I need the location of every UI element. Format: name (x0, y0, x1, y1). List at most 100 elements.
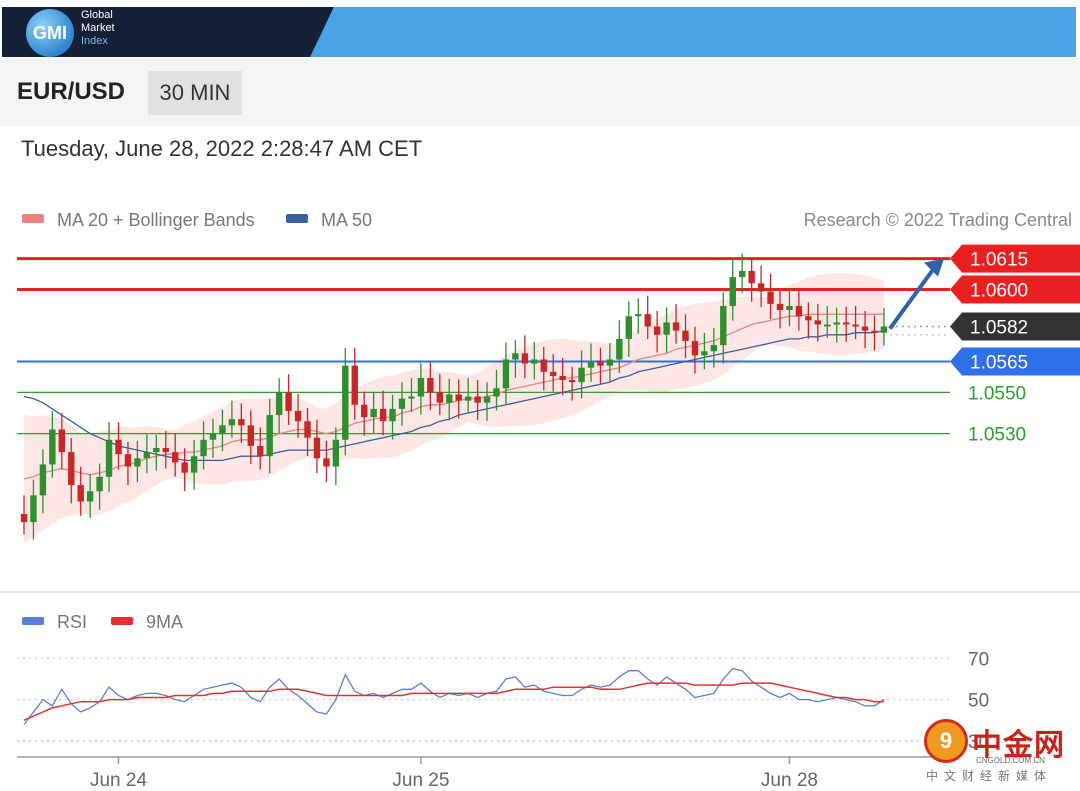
candle-body (824, 324, 831, 327)
candle-body (464, 396, 472, 401)
candle-body (361, 404, 368, 418)
candle-body (304, 421, 311, 438)
watermark-logo-icon: 9 (924, 719, 968, 763)
candle-body (351, 365, 358, 405)
candle-body (342, 365, 349, 440)
candle-body (209, 433, 217, 440)
candle-body (635, 314, 642, 317)
forecast-arrow-head (924, 258, 944, 277)
candle-body (550, 371, 557, 376)
candle-body (228, 419, 236, 426)
level-tag-2 (950, 275, 1080, 304)
candle-body (370, 408, 377, 418)
candle-body (606, 359, 614, 366)
candle-body (379, 408, 387, 422)
candle-body (578, 367, 585, 383)
candle-body (672, 322, 680, 331)
candle-body (219, 425, 226, 434)
candle-body (861, 326, 869, 331)
candle-body (805, 316, 812, 321)
candle-body (587, 361, 595, 368)
x-tick-label-1: Jun 24 (90, 770, 147, 791)
rsi-tick-30: 30 (968, 732, 989, 753)
candle-body (795, 305, 803, 317)
candle-body (20, 513, 28, 523)
candle-body (134, 458, 141, 467)
candle-body (701, 351, 708, 356)
rsi-chart: RSI 9MA 70 50 30 Jun 24 Jun 25 Jun 28 (17, 612, 989, 791)
candle-body (266, 415, 273, 457)
rsi-legend-label-2: 9MA (146, 612, 183, 632)
candle-body (757, 283, 765, 292)
candle-body (124, 454, 132, 467)
rsi-legend-label-1: RSI (57, 612, 87, 632)
candle-body (285, 392, 292, 411)
logo-line-2: Market (81, 22, 115, 34)
level-label-2: 1.0600 (970, 280, 1028, 301)
candle-body (436, 392, 443, 403)
x-tick-label-2: Jun 25 (392, 770, 449, 791)
candle-body (871, 330, 878, 333)
header: GMI Global Market Index (0, 0, 1080, 58)
candle-body (720, 305, 727, 346)
candle-body (143, 452, 151, 459)
legend-swatch-1 (22, 214, 44, 223)
legend-swatch-2 (286, 214, 308, 223)
candle-body (275, 392, 283, 416)
candle-body (257, 445, 264, 457)
candle-body (531, 359, 538, 364)
candle-body (398, 398, 406, 409)
candle-body (455, 394, 462, 401)
candle-body (58, 429, 65, 453)
forecast-arrow-line (888, 264, 938, 330)
rsi-ma9-line (23, 682, 884, 721)
price-chart: MA 20 + Bollinger Bands MA 50 Research © 2… (0, 210, 1080, 593)
candle-body (294, 410, 302, 422)
candle-body (474, 396, 481, 403)
candle-body (96, 476, 103, 492)
candle-body (502, 359, 510, 389)
rsi-line (23, 667, 885, 725)
candle-body (493, 388, 500, 397)
level-label-1: 1.0615 (970, 250, 1028, 271)
level-label-4: 1.0565 (970, 353, 1028, 374)
candle-body (389, 408, 396, 422)
level-tag-4 (950, 347, 1080, 376)
bollinger-band (24, 273, 884, 543)
rsi-tick-70: 70 (968, 649, 989, 670)
level-tag-1 (950, 244, 1080, 273)
candle-body (162, 448, 169, 453)
candle-body (597, 361, 604, 366)
candle-body (739, 270, 746, 278)
candle-body (748, 270, 755, 284)
rsi-legend-swatch-1 (22, 617, 44, 625)
logo-line-1: Global (81, 9, 113, 21)
level-label-6: 1.0530 (968, 425, 1026, 446)
legend-label-2: MA 50 (321, 210, 372, 230)
logo-line-3: Index (81, 35, 108, 47)
candle-body (767, 291, 774, 304)
timestamp: Tuesday, June 28, 2022 2:28:47 AM CET (21, 136, 423, 161)
candle-body (786, 305, 793, 311)
candle-body (247, 425, 254, 446)
candle-body (115, 439, 122, 455)
candle-body (833, 322, 840, 325)
rsi-legend-swatch-2 (111, 617, 133, 625)
timeframe-button[interactable]: 30 MIN (148, 71, 242, 115)
candle-body (153, 448, 160, 453)
candle-body (323, 458, 330, 467)
candle-body (512, 353, 519, 360)
watermark-title: 中金网 (972, 729, 1065, 762)
level-label-5: 1.0550 (968, 383, 1026, 404)
level-tag-3 (950, 312, 1080, 341)
candle-body (483, 396, 491, 403)
candle-body (313, 437, 321, 459)
gmi-logo[interactable]: GMI (26, 9, 74, 57)
candle-body (408, 396, 415, 399)
candle-body (172, 452, 179, 463)
candle-body (181, 462, 188, 473)
candle-body (682, 330, 689, 341)
candle-body (521, 353, 529, 364)
candle-body (616, 338, 623, 360)
ma20-line (23, 313, 884, 480)
